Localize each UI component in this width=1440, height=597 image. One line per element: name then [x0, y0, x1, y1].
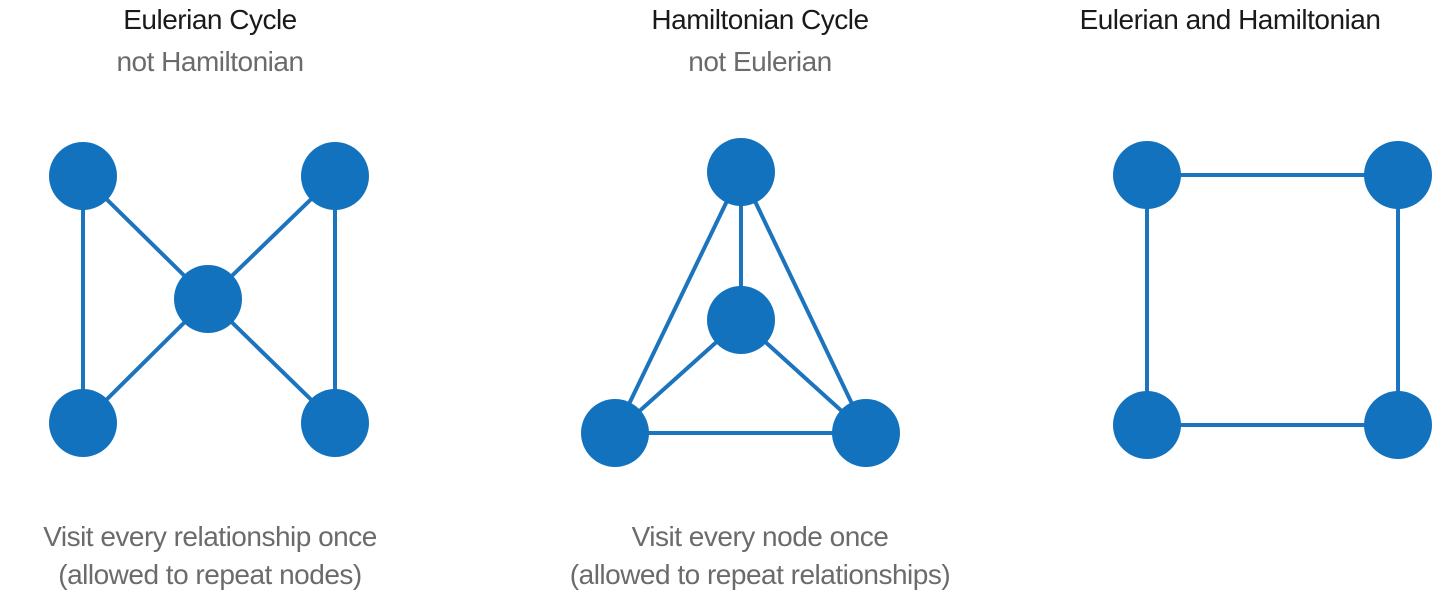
panel-subtitle: not Eulerian: [688, 46, 832, 77]
graph-eulerian-and-hamiltonian: [1113, 141, 1432, 459]
panel-caption: Visit every node once (allowed to repeat…: [500, 518, 1020, 594]
node: [174, 265, 242, 333]
panel-eulerian-cycle: Eulerian Cycle not Hamiltonian Visit eve…: [0, 0, 480, 597]
node: [707, 138, 775, 206]
node: [49, 142, 117, 210]
node: [49, 389, 117, 457]
node: [1364, 391, 1432, 459]
panel-subtitle: not Hamiltonian: [116, 46, 304, 77]
panel-caption: Visit every relationship once (allowed t…: [0, 518, 420, 594]
caption-line-2: (allowed to repeat relationships): [569, 559, 951, 590]
caption-line-1: Visit every relationship once: [43, 521, 377, 552]
node: [581, 399, 649, 467]
graph-hamiltonian-cycle: [581, 138, 900, 467]
node: [1364, 141, 1432, 209]
panel-title: Eulerian and Hamiltonian: [1079, 4, 1381, 35]
node: [832, 399, 900, 467]
edge: [613, 171, 743, 434]
panel-eulerian-and-hamiltonian: Eulerian and Hamiltonian: [960, 0, 1440, 597]
node: [1113, 141, 1181, 209]
caption-line-2: (allowed to repeat nodes): [58, 559, 362, 590]
node: [301, 142, 369, 210]
panel-hamiltonian-cycle: Hamiltonian Cycle not Eulerian Visit eve…: [480, 0, 960, 597]
edge: [739, 171, 868, 434]
panel-title: Eulerian Cycle: [123, 4, 297, 35]
node: [707, 286, 775, 354]
caption-line-1: Visit every node once: [631, 521, 889, 552]
node: [301, 389, 369, 457]
panel-title: Hamiltonian Cycle: [651, 4, 869, 35]
graph-eulerian-cycle: [49, 142, 369, 457]
node: [1113, 391, 1181, 459]
